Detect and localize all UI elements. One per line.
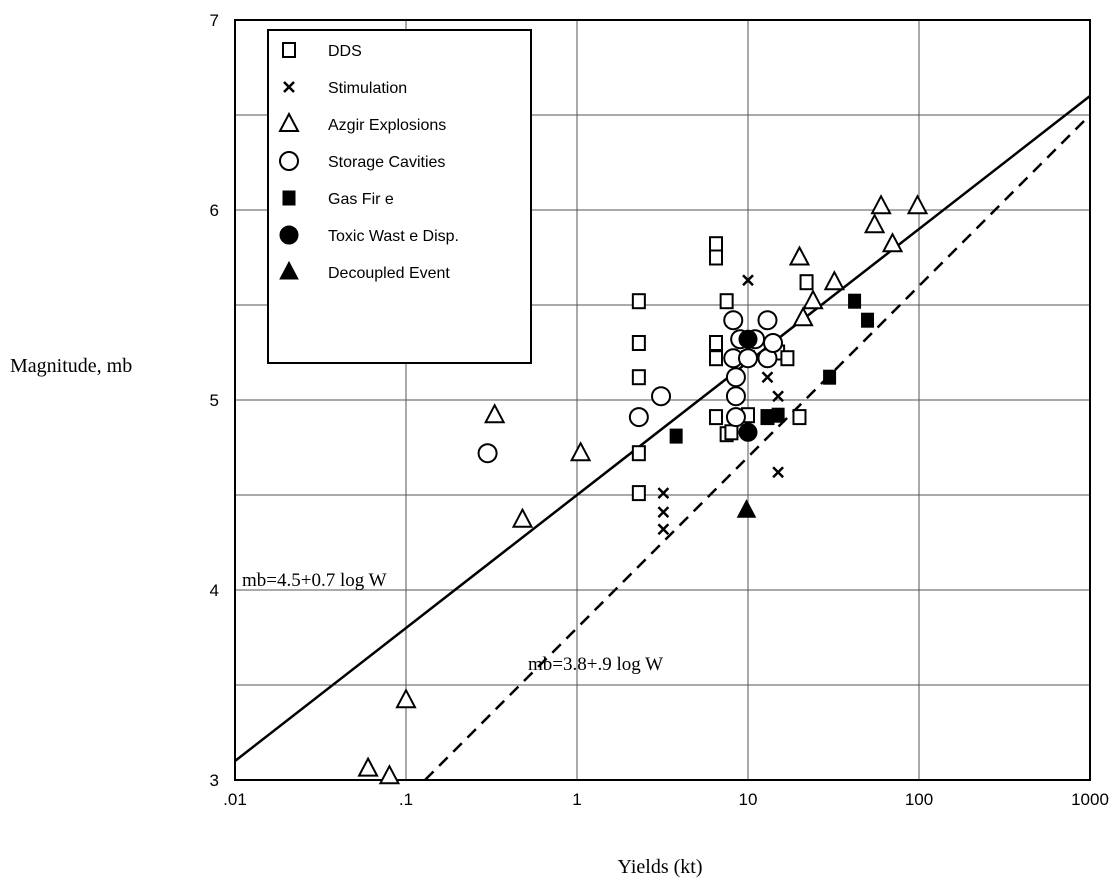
gas-fir-e-point [861,312,875,328]
legend-marker-storage-cavities [279,151,299,171]
storage-cavities-point [762,333,783,353]
legend-label-toxic-wast-e-disp: Toxic Wast e Disp. [328,228,459,245]
legend-marker-decoupled-event [279,260,299,280]
stimulation-point [657,506,670,518]
gas-fir-e-point [848,293,862,309]
x-axis-title: Yields (kt) [618,856,703,878]
azgir-explosions-point [378,764,401,785]
storage-cavities-point [628,407,649,428]
dds-point [724,424,739,441]
legend-label-stimulation: Stimulation [328,80,407,97]
azgir-explosions-point [792,306,814,327]
azgir-explosions-point [569,441,592,462]
fit-label-dashed: mb=3.8+.9 log W [528,654,663,675]
x-tick-label: 10 [739,790,758,809]
storage-cavities-point [725,367,746,388]
fit-line-solid [234,95,1091,762]
legend-label-dds: DDS [328,43,362,60]
dds-point [709,350,724,367]
dds-point [709,236,724,253]
dds-point [709,335,724,351]
legend-marker-dds [282,42,296,58]
storage-cavities-point [651,386,672,407]
azgir-explosions-point [802,289,824,310]
gas-fir-e-point [771,407,785,423]
y-tick-label: 7 [210,11,219,30]
toxic-wast-e-disp-point [738,422,758,442]
y-axis-title: Magnitude, mb [10,355,132,377]
dds-point [631,369,646,386]
legend-label-decoupled-event: Decoupled Event [328,265,450,282]
storage-cavities-point [725,386,746,407]
azgir-explosions-point [881,232,904,253]
x-tick-label: .1 [399,790,413,809]
dds-point [631,485,646,502]
dds-point [799,274,814,291]
x-tick-label: 100 [905,790,933,809]
dds-point [792,409,807,426]
azgir-explosions-point [357,756,379,777]
fit-line-dashed [424,114,1091,781]
dds-point [719,293,734,310]
legend-marker-stimulation [283,81,295,93]
stimulation-point [772,466,784,479]
stimulation-point [657,523,670,536]
dds-point [709,249,724,266]
fit-label-solid: mb=4.5+0.7 log W [242,570,387,591]
x-tick-label: 1 [572,790,581,809]
y-tick-label: 5 [210,391,219,410]
dds-point [631,293,646,310]
azgir-explosions-point [863,213,886,234]
y-tick-labels: 3 4 5 6 7 [210,11,219,790]
storage-cavities-point [725,407,746,428]
stimulation-point [772,390,784,403]
decoupled-event-point [736,499,757,518]
dds-point [780,350,795,367]
legend: DDS Stimulation Azgir Explosions Storage Ca… [267,29,532,364]
dds-point [631,335,646,351]
legend-label-gas-fir-e: Gas Fir e [328,191,394,208]
storage-cavities-point [738,348,758,369]
storage-cavities-point [477,443,498,464]
azgir-explosions-point [484,403,506,424]
y-tick-label: 3 [210,771,219,790]
y-tick-label: 4 [210,581,219,600]
azgir-explosions-point [870,194,892,215]
legend-label-storage-cavities: Storage Cavities [328,154,445,171]
azgir-explosions-point [788,245,811,266]
azgir-explosions-point [511,507,534,528]
azgir-explosions-point [395,688,417,709]
legend-box [267,29,532,364]
gas-fir-e-point [669,428,683,444]
toxic-wast-e-disp-point [738,329,758,349]
dds-point [709,409,724,426]
gas-fir-e-point [823,369,837,385]
data-points [357,194,929,785]
legend-marker-azgir-explosions [278,111,300,132]
x-tick-label: .01 [223,790,247,809]
azgir-explosions-point [823,270,846,291]
plot-frame [234,19,1091,781]
y-tick-label: 6 [210,201,219,220]
stimulation-point [657,487,670,499]
dds-point [631,445,646,462]
stimulation-point [742,274,754,287]
x-tick-labels: .01 .1 1 10 100 1000 [223,790,1109,809]
storage-cavities-point [723,310,744,331]
azgir-explosions-point [906,194,929,215]
stimulation-point [761,371,774,384]
legend-marker-gas-fir-e [282,190,296,206]
fit-lines [234,95,1091,781]
x-tick-label: 1000 [1071,790,1109,809]
legend-label-azgir-explosions: Azgir Explosions [328,117,446,134]
storage-cavities-point [757,310,778,331]
legend-marker-toxic-wast-e-disp [279,225,299,245]
